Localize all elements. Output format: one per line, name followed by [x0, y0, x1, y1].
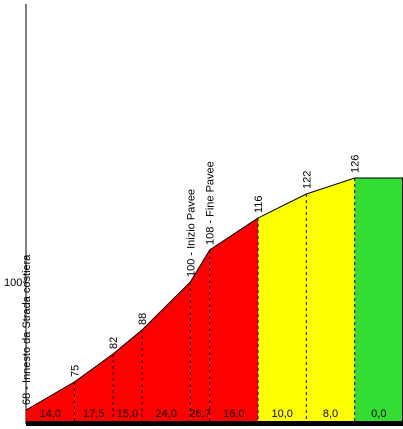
grade-labels: 14,0 17,5 15,0 24,0 26,7 16,0 10,0 8,0 0,0 — [39, 408, 386, 420]
segment-dividers — [73, 178, 356, 421]
point-label: 116 — [253, 195, 265, 213]
profile-segment — [354, 178, 403, 421]
grade-label: 10,0 — [271, 408, 292, 420]
point-label: 108 - Fine Pavee — [205, 161, 217, 245]
grade-label: 24,0 — [155, 408, 176, 420]
point-label: 68 - Innesto da Strada costiera — [21, 254, 33, 405]
profile-segment — [306, 178, 355, 421]
y-tick-label: 100 — [4, 277, 22, 289]
point-label: 100 - Inizio Pavee — [185, 189, 197, 277]
profile-line — [25, 177, 403, 411]
grade-label: 17,5 — [83, 408, 104, 420]
profile-segment — [113, 330, 142, 421]
grade-label: 0,0 — [371, 408, 386, 420]
profile-segment — [190, 250, 210, 421]
point-labels: 68 - Innesto da Strada costiera 75 82 88 100… — [21, 155, 362, 405]
profile-segment — [142, 282, 191, 421]
grade-label: 16,0 — [223, 408, 244, 420]
profile-segment — [258, 194, 307, 421]
grade-label: 26,7 — [189, 408, 210, 420]
point-label: 75 — [69, 365, 81, 377]
point-label: 122 — [301, 171, 313, 189]
point-label: 88 — [137, 313, 149, 325]
profile-areas — [26, 178, 403, 421]
profile-segment — [209, 218, 258, 421]
grade-label: 15,0 — [117, 408, 138, 420]
grade-label: 14,0 — [39, 408, 60, 420]
point-label: 126 — [350, 155, 362, 173]
grade-label: 8,0 — [323, 408, 338, 420]
point-label: 82 — [108, 337, 120, 349]
baseline-bar — [26, 421, 403, 426]
profile-segment — [74, 354, 113, 421]
profile-segment — [26, 382, 75, 421]
